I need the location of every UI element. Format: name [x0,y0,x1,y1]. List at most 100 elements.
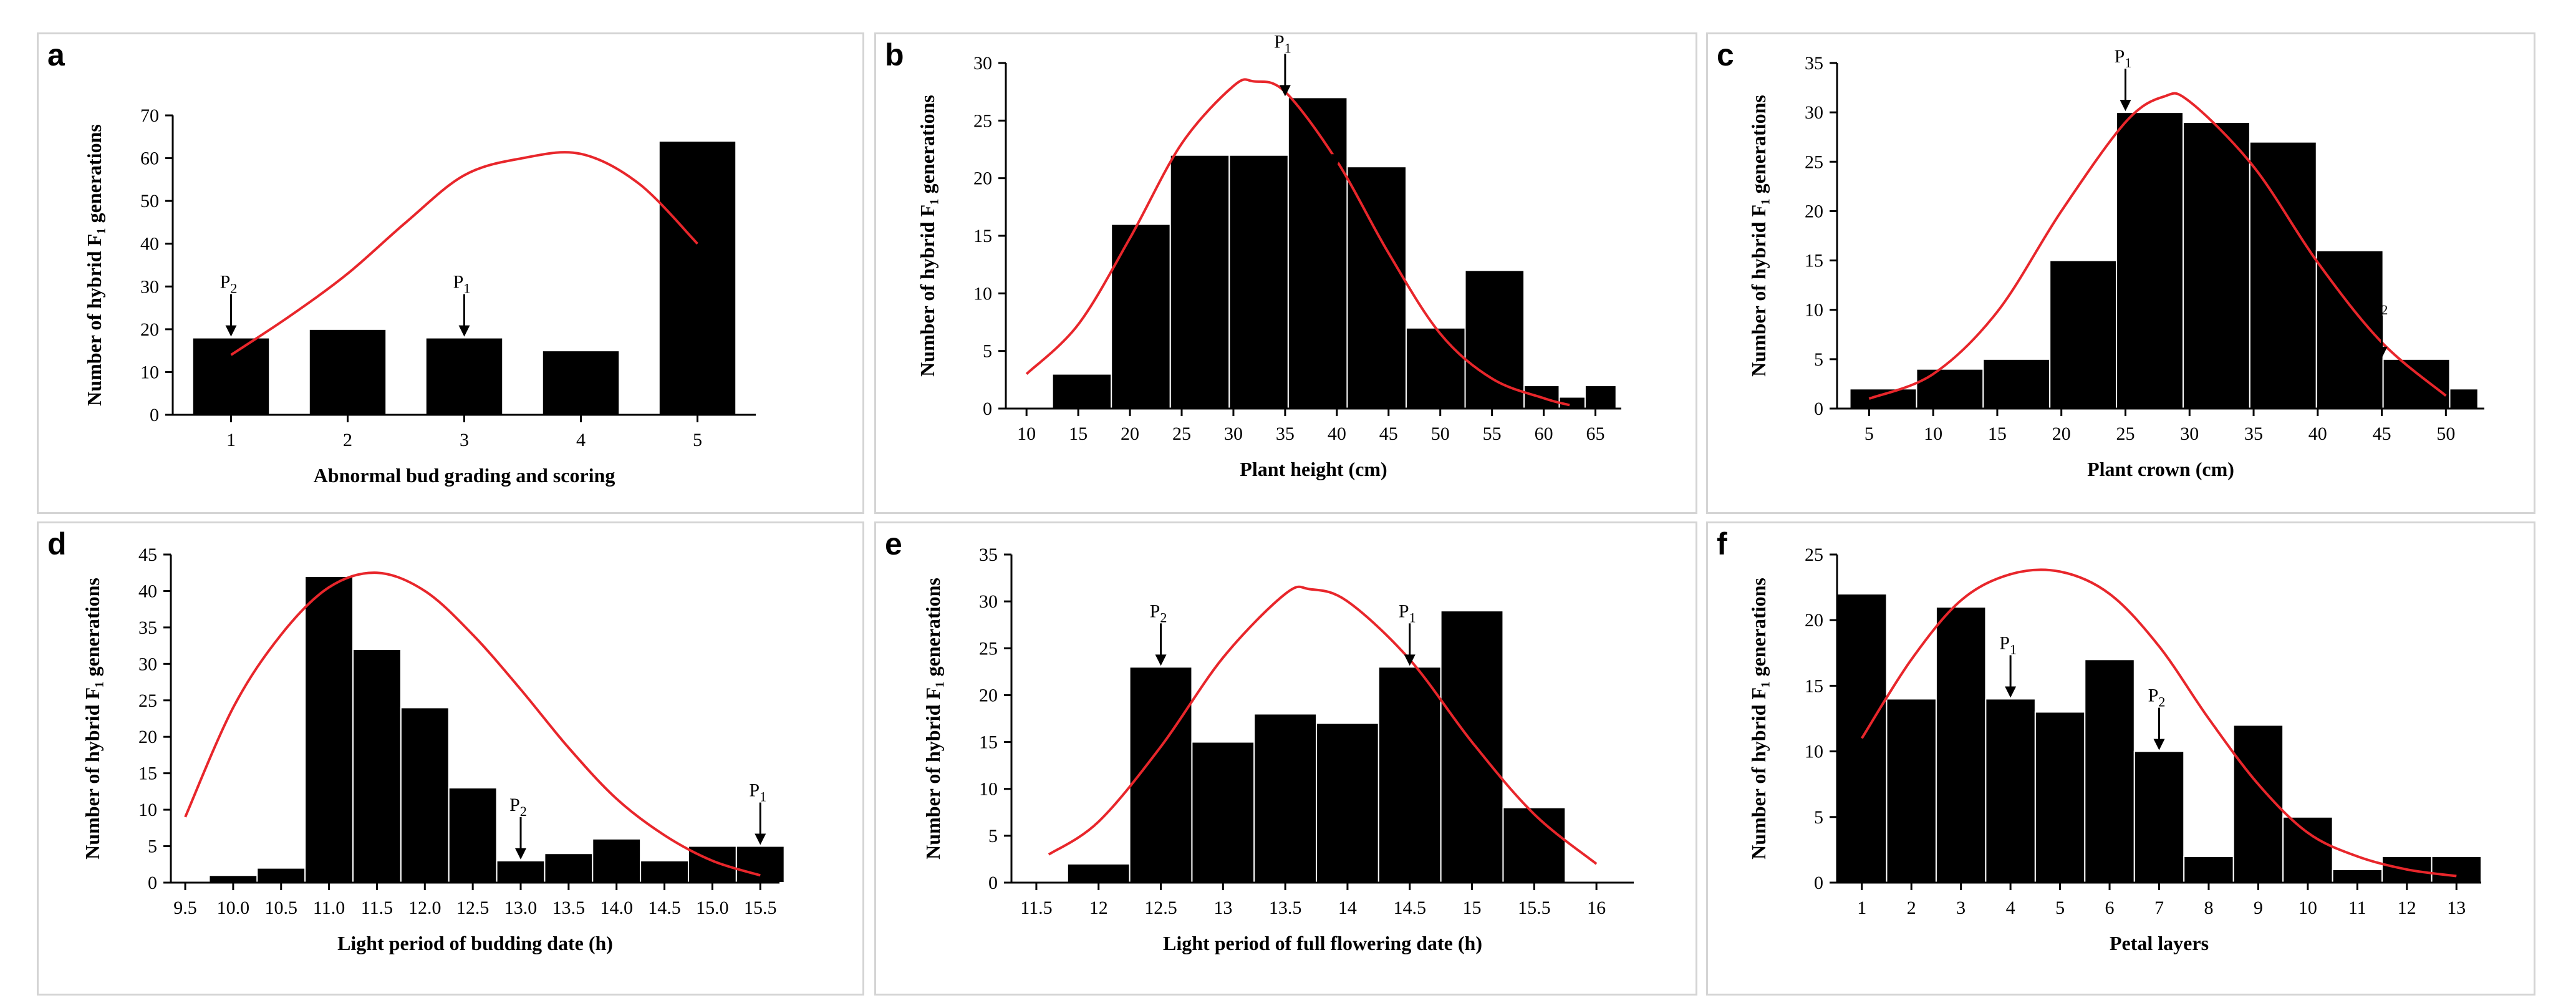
bar [687,845,737,883]
annotation-label: P2 [2148,686,2166,710]
bar [2116,112,2184,410]
y-tick-label: 10 [140,362,159,382]
x-tick-label: 7 [2154,898,2164,918]
annotation-label: P1 [1399,601,1416,625]
arrow-head [1331,154,1343,166]
fitted-curve [184,571,761,877]
annotation-label: P1 [453,272,471,296]
y-tick-label: 20 [979,685,998,705]
chart-b: 0 5 10 15 20 25 30 10 15 20 25 30 35 40 45 50 55 60 65 Plan… [916,34,1621,480]
bar [1584,385,1617,409]
x-tick-label: 9.5 [173,898,197,918]
x-tick-label: 60 [1535,424,1553,444]
bar [1440,610,1504,884]
bar [191,337,271,416]
bar [352,648,402,883]
y-tick-label: 35 [1805,53,1823,74]
arrow-head [458,325,470,337]
arrow-head [515,848,527,860]
y-axis-label: Number of hybrid F₁ generations [922,578,944,860]
x-tick-label: 20 [1121,424,1139,444]
fitted-curve [1861,568,2457,878]
arrow-head [1155,654,1167,666]
bar [2034,711,2086,883]
y-tick-label: 60 [140,148,159,169]
x-tick-label: 45 [2373,424,2391,444]
panel-letter: e [885,526,902,561]
x-tick-label: 1 [226,430,236,450]
bar [1253,713,1318,883]
y-tick-label: 15 [138,763,157,784]
bar [2084,659,2135,883]
bar [1111,223,1171,409]
panel-f: f 0 5 10 15 20 25 1 2 3 4 5 6 7 8 9 10 11 12 13 Petal layer… [1706,521,2535,996]
y-tick-label: 35 [979,545,998,565]
y-tick-label: 20 [1805,610,1823,631]
bar [1502,807,1566,883]
bar [2282,816,2333,883]
arrow-head [2005,686,2017,698]
y-tick-label: 0 [150,405,159,425]
y-tick-label: 40 [138,581,157,601]
fitted-curve [1048,585,1598,865]
x-tick-label: 9 [2254,898,2263,918]
bar [1405,327,1466,409]
bar [1849,388,1918,409]
annotation-label: P2 [509,795,527,819]
x-tick-label: 8 [2204,898,2213,918]
bar [2431,855,2482,883]
bar [1346,166,1407,409]
x-tick-label: 14.5 [648,898,681,918]
bar [1228,154,1289,409]
y-tick-label: 10 [138,800,157,820]
y-axis-label: Number of hybrid F₁ generations [1747,578,1770,860]
bar [544,853,594,883]
y-tick-label: 35 [138,618,157,638]
arrow-head [2153,739,2165,750]
bar [1191,741,1255,884]
x-tick-label: 10.0 [217,898,250,918]
x-tick-label: 14 [1338,898,1357,918]
y-tick-label: 15 [1805,676,1823,696]
annotation-label: P1 [1999,632,2017,657]
bar [208,875,258,883]
y-tick-label: 15 [973,226,992,246]
bar [735,845,785,883]
arrow-head [755,833,766,845]
panel-letter: d [47,526,67,561]
x-axis-label: Light period of budding date (h) [337,932,613,954]
x-tick-label: 14.5 [1393,898,1426,918]
panel-e: e 0 5 10 15 20 25 30 35 11.5 12 12.5 13 13.5 14 14.5 15… [874,521,1697,996]
arrow-head [1279,85,1291,97]
x-tick-label: 15 [1069,424,1088,444]
y-tick-label: 25 [1805,545,1823,565]
annotation-label: P1 [749,780,766,805]
x-tick-label: 12.5 [1144,898,1177,918]
y-tick-label: 0 [148,873,157,893]
bar [496,860,546,884]
bar [400,707,450,883]
bar [308,328,387,415]
bar [1916,368,1984,410]
bar [1169,154,1230,409]
bar [2182,121,2250,409]
y-tick-label: 0 [983,399,992,419]
x-tick-label: 4 [2006,898,2015,918]
x-tick-label: 11.0 [313,898,345,918]
y-tick-label: 30 [973,53,992,74]
y-tick-label: 5 [1814,349,1823,370]
x-tick-label: 2 [343,430,352,450]
x-tick-label: 50 [1431,424,1450,444]
bar [1464,269,1525,409]
x-tick-label: 40 [1328,424,1346,444]
x-tick-label: 4 [576,430,586,450]
x-tick-label: 10 [1924,424,1942,444]
bar [304,576,354,883]
bar [448,787,498,883]
y-tick-label: 25 [973,110,992,131]
bar [1935,606,1987,883]
bar [1051,373,1112,409]
chart-e: 0 5 10 15 20 25 30 35 11.5 12 12.5 13 13.5 14 14.5 15 15… [922,545,1634,954]
x-tick-label: 15 [1463,898,1482,918]
y-axis-label: Number of hybrid F₁ generations [83,124,105,406]
